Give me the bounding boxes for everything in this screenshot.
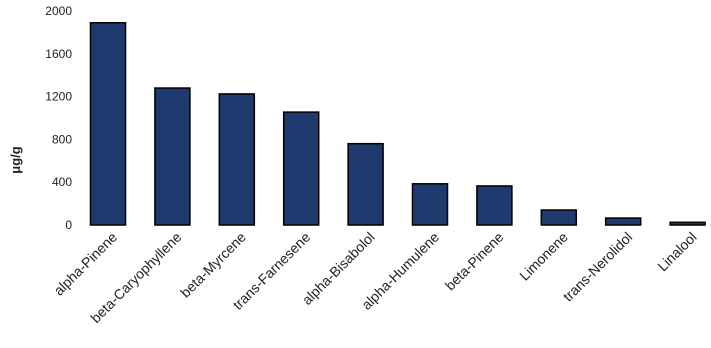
y-tick-label: 0 — [65, 218, 72, 232]
y-axis: 0 400 800 1200 1600 2000 — [45, 4, 72, 232]
bar — [540, 209, 578, 226]
bar — [154, 87, 191, 226]
y-tick-label: 1200 — [45, 90, 72, 104]
x-tick-label: trans-Nerolidol — [560, 229, 636, 305]
x-tick-label: Limonene — [516, 229, 571, 284]
x-axis: alpha-Pinenebeta-Caryophyllenebeta-Myrce… — [50, 229, 699, 326]
x-tick-label: beta-Myrcene — [177, 229, 249, 301]
bars — [89, 22, 706, 226]
bar — [218, 93, 256, 226]
x-tick-label: alpha-Pinene — [50, 229, 120, 299]
bar — [282, 111, 320, 226]
y-axis-label: μg/g — [8, 146, 23, 174]
bar — [476, 185, 513, 226]
bar — [411, 183, 449, 226]
bar — [347, 142, 384, 226]
x-tick-label: beta-Pinene — [442, 229, 507, 294]
y-tick-label: 1600 — [45, 47, 72, 61]
y-tick-label: 800 — [52, 132, 72, 146]
y-tick-label: 400 — [52, 175, 72, 189]
bar — [89, 22, 127, 226]
bar — [604, 217, 642, 226]
y-tick-label: 2000 — [45, 4, 72, 18]
bar — [669, 221, 706, 226]
x-tick-label: Linalool — [654, 229, 699, 274]
